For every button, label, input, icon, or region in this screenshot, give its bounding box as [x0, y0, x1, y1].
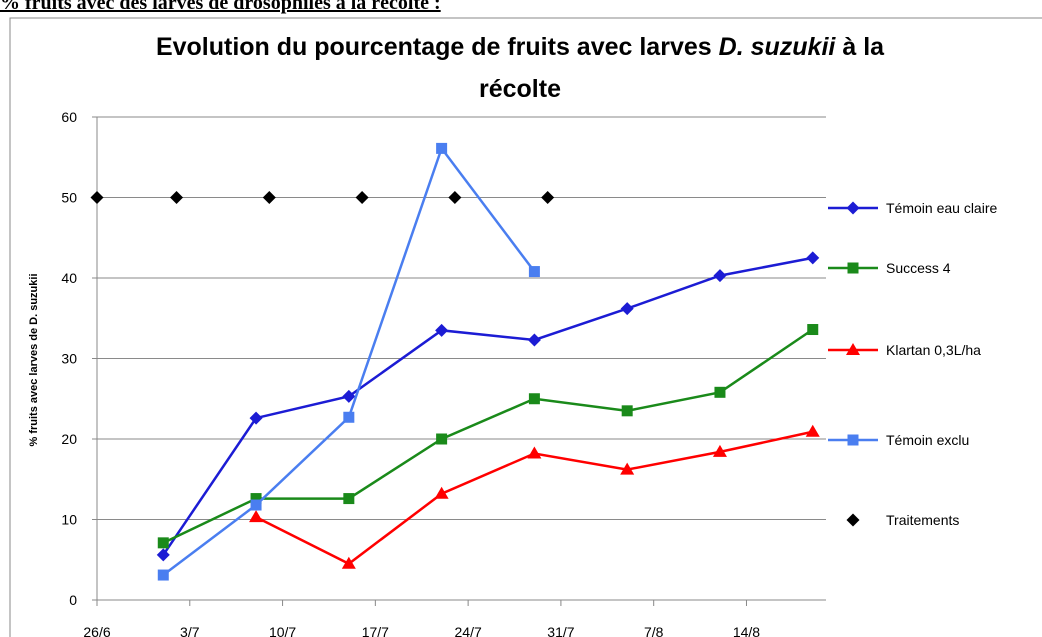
legend-marker — [846, 513, 860, 527]
data-point — [436, 433, 448, 445]
data-point — [343, 493, 355, 505]
chart-title: Evolution du pourcentage de fruits avec … — [156, 33, 885, 61]
data-point — [714, 386, 726, 398]
data-point — [343, 411, 355, 423]
data-point — [435, 323, 449, 337]
series-line — [162, 256, 813, 556]
x-tick-label: 26/6 — [83, 624, 110, 637]
data-point — [712, 444, 727, 457]
x-tick-label: 10/7 — [269, 624, 296, 637]
data-point — [621, 405, 633, 417]
y-tick-label: 60 — [61, 109, 77, 125]
data-point — [527, 333, 541, 347]
legend-label: Témoin exclu — [886, 432, 969, 448]
x-tick-label: 24/7 — [455, 624, 482, 637]
data-point — [805, 424, 820, 437]
x-tick-label: 14/8 — [733, 624, 760, 637]
data-point — [806, 251, 820, 265]
data-point — [170, 191, 184, 204]
legend-marker — [846, 343, 860, 355]
chart-title: récolte — [479, 75, 561, 103]
data-point — [342, 389, 356, 403]
data-point — [436, 142, 448, 154]
data-point — [528, 266, 540, 278]
data-point — [157, 537, 169, 549]
data-point — [527, 446, 542, 459]
data-point — [713, 269, 727, 283]
legend-label: Klartan 0,3L/ha — [886, 342, 981, 358]
data-point — [250, 493, 262, 505]
data-point — [156, 548, 170, 562]
y-axis-label: % fruits avec larves de D. suzukii — [28, 273, 40, 446]
data-point — [448, 191, 462, 204]
legend-marker — [846, 201, 860, 215]
data-point — [90, 191, 104, 204]
title-part: D. suzukii — [719, 33, 837, 61]
y-tick-label: 40 — [61, 270, 77, 286]
legend-marker — [847, 262, 859, 274]
x-tick-label: 31/7 — [547, 624, 574, 637]
series-line — [162, 328, 814, 544]
heading: % fruits avec des larves de drosophiles … — [0, 0, 441, 14]
data-point — [620, 302, 634, 316]
y-tick-label: 0 — [69, 592, 77, 608]
data-point — [157, 569, 169, 581]
legend-label: Success 4 — [886, 260, 951, 276]
y-tick-label: 30 — [61, 351, 77, 367]
data-point — [620, 462, 635, 475]
y-tick-label: 10 — [61, 512, 77, 528]
data-point — [807, 324, 819, 336]
data-point — [341, 556, 356, 569]
title-part: Evolution du pourcentage de fruits avec … — [156, 33, 712, 61]
data-point — [434, 486, 449, 499]
data-point — [250, 499, 262, 511]
data-point — [249, 510, 264, 523]
x-tick-label: 3/7 — [180, 624, 200, 637]
y-tick-label: 50 — [61, 190, 77, 206]
data-point — [355, 191, 369, 204]
legend-marker — [847, 434, 859, 446]
data-point — [528, 393, 540, 405]
data-point — [249, 411, 263, 425]
x-tick-label: 7/8 — [644, 624, 664, 637]
y-tick-label: 20 — [61, 431, 77, 447]
x-tick-label: 17/7 — [362, 624, 389, 637]
data-point — [262, 191, 276, 204]
data-point — [541, 191, 555, 204]
legend-label: Traitements — [886, 512, 959, 528]
legend-label: Témoin eau claire — [886, 200, 997, 216]
title-part: à la — [842, 33, 885, 61]
